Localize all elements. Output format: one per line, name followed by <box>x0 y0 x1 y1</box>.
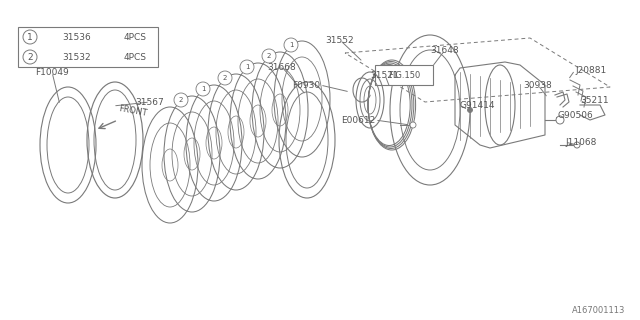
Text: 31521: 31521 <box>371 70 399 79</box>
Text: 2: 2 <box>179 97 183 103</box>
Text: 31648: 31648 <box>431 45 460 54</box>
Circle shape <box>23 50 37 64</box>
Text: 31536: 31536 <box>63 33 92 42</box>
Text: 4PCS: 4PCS <box>124 52 147 61</box>
Text: 2: 2 <box>267 53 271 59</box>
Text: 31552: 31552 <box>326 36 355 44</box>
Circle shape <box>218 71 232 85</box>
Text: 2: 2 <box>223 75 227 81</box>
Text: 31567: 31567 <box>136 98 164 107</box>
Circle shape <box>284 38 298 52</box>
Bar <box>18 27 158 67</box>
Text: 1: 1 <box>289 42 293 48</box>
Circle shape <box>196 82 210 96</box>
Text: 1: 1 <box>201 86 205 92</box>
Text: F0930: F0930 <box>292 81 320 90</box>
Circle shape <box>23 30 37 44</box>
Text: 2: 2 <box>27 52 33 61</box>
Text: F10049: F10049 <box>35 68 69 76</box>
Text: 31532: 31532 <box>63 52 92 61</box>
Text: 1: 1 <box>27 33 33 42</box>
Circle shape <box>240 60 254 74</box>
Circle shape <box>262 49 276 63</box>
Circle shape <box>556 116 564 124</box>
Text: A167001113: A167001113 <box>572 306 625 315</box>
Bar <box>375 65 433 85</box>
Text: 30938: 30938 <box>524 81 552 90</box>
Circle shape <box>574 142 580 148</box>
Text: FIG.150: FIG.150 <box>388 70 420 79</box>
Text: 31668: 31668 <box>268 62 296 71</box>
Circle shape <box>174 93 188 107</box>
Text: 35211: 35211 <box>580 95 609 105</box>
Text: E00612: E00612 <box>340 116 375 124</box>
Text: 4PCS: 4PCS <box>124 33 147 42</box>
Text: 1: 1 <box>244 64 249 70</box>
Text: J20881: J20881 <box>575 66 606 75</box>
Circle shape <box>467 108 472 113</box>
Text: G91414: G91414 <box>460 100 495 109</box>
Circle shape <box>410 122 416 128</box>
Text: G90506: G90506 <box>558 110 594 119</box>
Text: J11068: J11068 <box>565 138 596 147</box>
Text: FRONT: FRONT <box>118 104 148 118</box>
